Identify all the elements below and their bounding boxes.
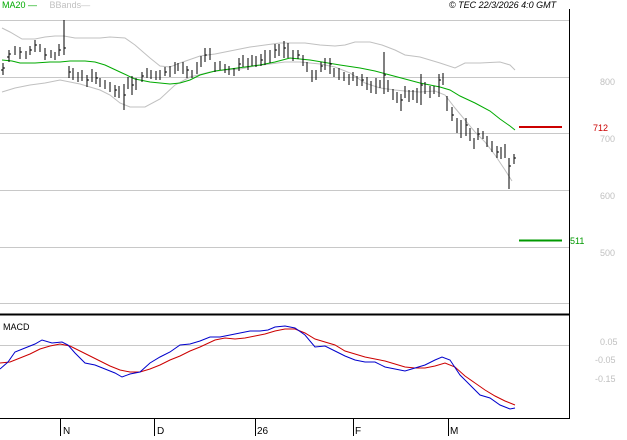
y-tick-800: 800 — [600, 77, 616, 87]
resistance-label: 712 — [593, 123, 609, 133]
ma20-line — [1, 57, 516, 131]
macd-signal-line — [0, 328, 516, 406]
bollinger-bands — [1, 27, 516, 182]
y-tick-700: 700 — [600, 134, 616, 144]
x-tick-dec: D — [157, 426, 165, 437]
x-tick-feb: F — [355, 426, 362, 437]
legend-ma20: MA20 — [2, 0, 26, 10]
legend-ma20-swatch: — — [25, 0, 38, 10]
macd-tick--0.15: -0.15 — [595, 374, 616, 384]
x-tick-nov: N — [63, 426, 71, 437]
price-bar-ticks — [1, 44, 516, 167]
macd-line — [0, 325, 516, 410]
legend-bbands: BBands — [49, 0, 82, 10]
y-tick-600: 600 — [600, 191, 616, 201]
support-label: 511 — [570, 236, 585, 246]
macd-title: MACD — [3, 322, 30, 332]
price-gridlines — [0, 20, 569, 346]
x-tick-mar: M — [450, 426, 459, 437]
copyright-timestamp: © TEC 22/3/2026 4:0 GMT — [449, 0, 557, 10]
y-tick-500: 500 — [600, 248, 616, 258]
legend-bbands-swatch: — — [81, 0, 91, 10]
price-bars — [2, 20, 515, 189]
macd-tick-0.05: 0.05 — [600, 337, 618, 347]
x-tick-2026: 26 — [257, 426, 269, 437]
legend: MA20 — BBands— — [2, 0, 90, 11]
macd-tick--0.05: -0.05 — [595, 355, 616, 365]
x-axis-ticks — [60, 419, 449, 436]
